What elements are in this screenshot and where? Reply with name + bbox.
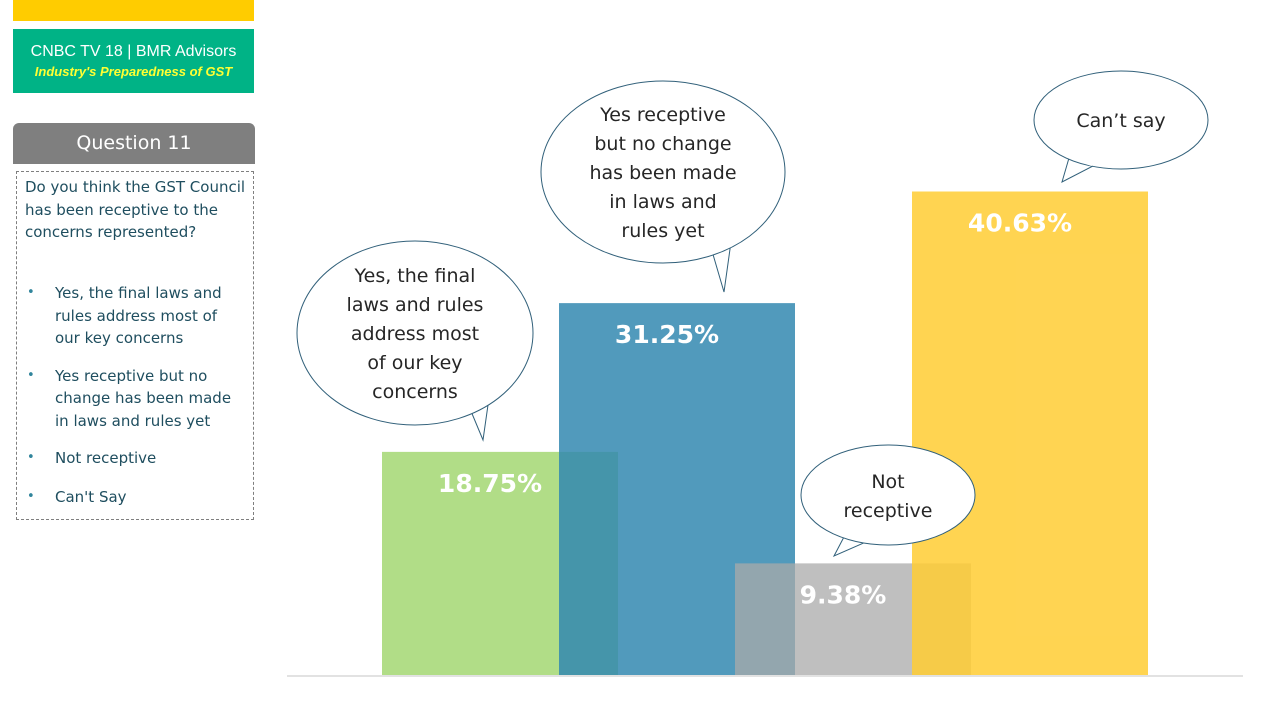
brand-subtitle: Industry's Preparedness of GST [34,64,233,79]
callout-seam [1069,155,1093,167]
callout-bubble [800,444,976,546]
question-text: Do you think the GST Council has been re… [25,178,246,241]
brand-title: CNBC TV 18 | BMR Advisors [30,43,237,60]
callout-text: rules yet [621,220,704,242]
callout-text: concerns [372,381,458,403]
callout-bubble [1033,70,1209,170]
callout-text: in laws and [609,191,717,213]
brand-accent-bar [13,0,254,21]
question-panel: Do you think the GST Council has been re… [16,171,254,520]
callout-seam [712,239,731,252]
callout-seam [468,401,488,406]
question-options: • Yes, the final laws and rules address … [17,282,255,508]
question-option: • Not receptive [17,447,240,470]
question-option-label: Yes, the final laws and rules address mo… [55,284,222,347]
question-option-label: Not receptive [55,449,157,467]
callout-text: address most [351,323,479,345]
callout-text: Yes, the final [354,265,476,287]
data-label: 9.38% [800,580,887,609]
bullet-icon: • [27,450,35,465]
bar [912,191,1148,676]
data-label: 31.25% [615,320,719,349]
callout-text: Not [871,471,904,493]
bullet-icon: • [27,367,35,383]
question-option-label: Can't Say [55,487,127,506]
question-option: • Yes receptive but no change has been m… [17,365,240,433]
data-label: 40.63% [968,209,1072,238]
question-option: • Yes, the final laws and rules address … [17,282,240,350]
callout-text: but no change [594,133,731,155]
callout-text: Can’t say [1076,110,1165,132]
bullet-icon: • [27,488,35,504]
callout-text: has been made [589,162,736,184]
question-title: Question 11 [13,123,255,164]
question-option-label: Yes receptive but no change has been mad… [55,366,232,430]
callout-text: Yes receptive [599,104,726,126]
bullet-icon: • [27,285,35,300]
callout-text: of our key [367,352,462,374]
question-option: • Can't Say [17,486,240,509]
callout-bubble [540,80,786,264]
data-label: 18.75% [438,469,542,498]
callout-seam [845,532,866,543]
callout-text: laws and rules [347,294,484,316]
callout-text: receptive [844,500,933,522]
callout-bubble [296,240,534,426]
brand-box: CNBC TV 18 | BMR Advisors Industry's Pre… [13,29,254,93]
